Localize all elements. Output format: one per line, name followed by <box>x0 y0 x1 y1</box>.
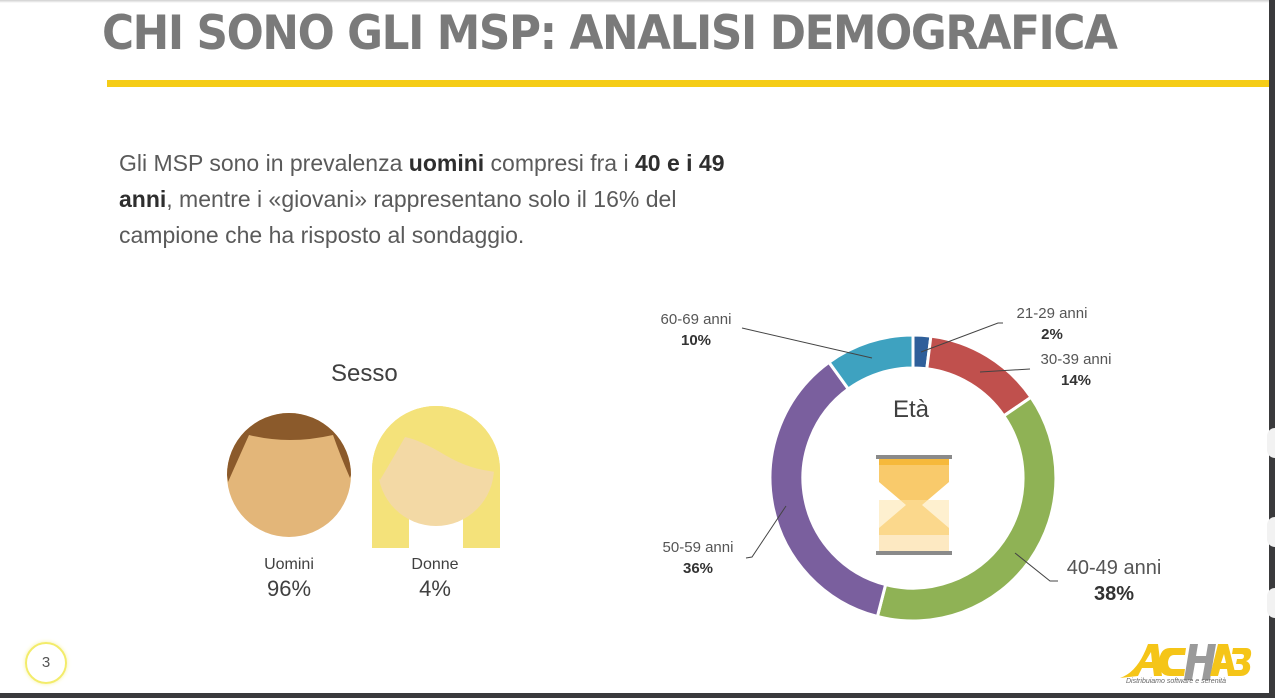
intro-text: Gli MSP sono in prevalenza <box>119 150 409 176</box>
intro-text: , mentre i «giovani» rappresentano solo … <box>119 186 677 248</box>
leader-lines <box>741 322 1058 582</box>
donne-label: Donne <box>411 556 459 573</box>
hourglass-icon <box>876 455 952 555</box>
intro-highlight: uomini <box>408 150 485 176</box>
label-range: 40-49 anni <box>1066 557 1162 579</box>
logo-tagline: Distribuiamo software e serenità <box>1126 678 1226 685</box>
intro-paragraph: Gli MSP sono in prevalenza uomini compre… <box>119 145 739 253</box>
label-40-49: 40-49 anni 38% <box>1054 555 1174 607</box>
label-50-59: 50-59 anni 36% <box>648 537 748 579</box>
window-right-border <box>1269 0 1275 698</box>
label-pct: 36% <box>682 560 714 577</box>
age-donut-chart <box>768 333 1058 623</box>
achab-logo <box>1120 644 1252 680</box>
label-60-69: 60-69 anni 10% <box>646 309 746 351</box>
label-pct: 38% <box>1093 583 1135 605</box>
label-range: 60-69 anni <box>660 311 732 328</box>
segment-50-59[interactable] <box>768 360 888 619</box>
label-range: 50-59 anni <box>662 539 734 556</box>
uomini-label: Uomini <box>264 556 314 573</box>
side-handle[interactable] <box>1267 428 1275 458</box>
label-30-39: 30-39 anni 14% <box>1026 349 1126 391</box>
segment-60-69[interactable] <box>826 333 915 392</box>
woman-face-icon <box>372 406 500 548</box>
label-range: 21-29 anni <box>1016 305 1088 322</box>
label-21-29: 21-29 anni 2% <box>1002 303 1102 345</box>
label-pct: 2% <box>1041 326 1063 343</box>
man-face-icon <box>227 413 351 537</box>
uomini-value: 96% <box>266 576 312 601</box>
label-pct: 14% <box>1060 372 1092 389</box>
slide-title: CHI SONO GLI MSP: ANALISI DEMOGRAFICA <box>102 6 1118 61</box>
intro-highlight: 40 e i 49 anni <box>119 150 725 212</box>
sesso-title: Sesso <box>331 360 398 387</box>
window-bottom-border <box>0 693 1275 698</box>
title-underline <box>107 80 1269 87</box>
intro-text: compresi fra i <box>484 150 635 176</box>
donne-value: 4% <box>419 576 451 601</box>
top-edge <box>0 0 1275 3</box>
page-number-badge: 3 <box>25 642 67 684</box>
eta-title: Età <box>893 396 930 423</box>
label-range: 30-39 anni <box>1040 351 1112 368</box>
side-handle[interactable] <box>1267 588 1275 618</box>
side-handle[interactable] <box>1267 517 1275 547</box>
label-pct: 10% <box>680 332 712 349</box>
segment-30-39[interactable] <box>925 334 1034 418</box>
